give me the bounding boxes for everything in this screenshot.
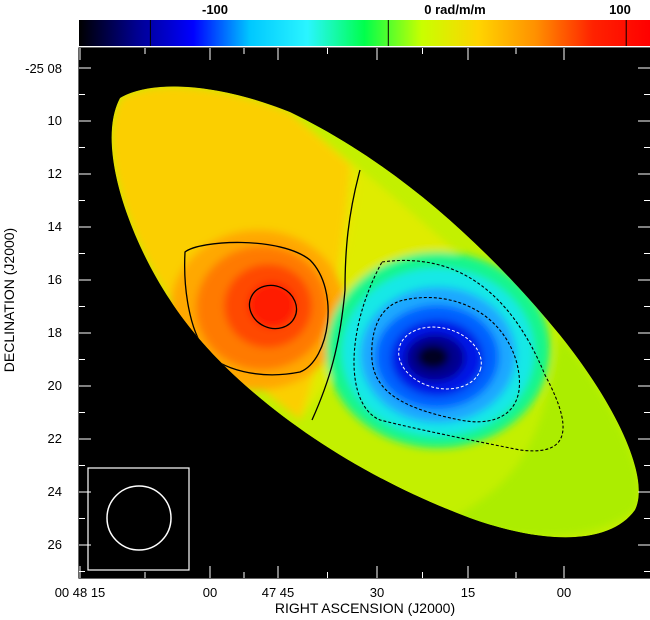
colorbar-tick-label-zero: 0 rad/m/m — [424, 2, 485, 17]
y-axis-label: DECLINATION (J2000) — [1, 228, 17, 372]
y-tick-label: 20 — [48, 378, 62, 393]
x-axis-ticks — [79, 48, 565, 578]
y-tick-label: 26 — [48, 537, 62, 552]
x-tick-label: 00 — [557, 585, 571, 600]
y-tick-label: -25 08 — [25, 61, 62, 76]
galaxy-emission — [111, 86, 639, 538]
x-tick-label: 15 — [461, 585, 475, 600]
colorbar-tick-label-neg100: -100 — [202, 2, 228, 17]
beam-ellipse — [106, 485, 172, 551]
colorbar-tick-label-100: 100 — [609, 2, 631, 17]
x-tick-label: 00 48 15 — [55, 585, 106, 600]
y-axis-ticks — [79, 67, 650, 572]
y-tick-label: 22 — [48, 431, 62, 446]
beam-box — [87, 467, 190, 571]
y-tick-label: 24 — [48, 484, 62, 499]
y-tick-label: 14 — [48, 219, 62, 234]
y-tick-label: 16 — [48, 272, 62, 287]
y-tick-label: 12 — [48, 166, 62, 181]
x-axis-label: RIGHT ASCENSION (J2000) — [275, 600, 455, 616]
x-tick-label: 00 — [203, 585, 217, 600]
y-tick-label: 10 — [48, 113, 62, 128]
x-tick-label: 30 — [370, 585, 384, 600]
colorbar-ticks — [149, 20, 627, 46]
y-tick-label: 18 — [48, 325, 62, 340]
plot-frame — [78, 47, 650, 579]
colorbar — [79, 20, 650, 46]
x-tick-label: 47 45 — [262, 585, 295, 600]
